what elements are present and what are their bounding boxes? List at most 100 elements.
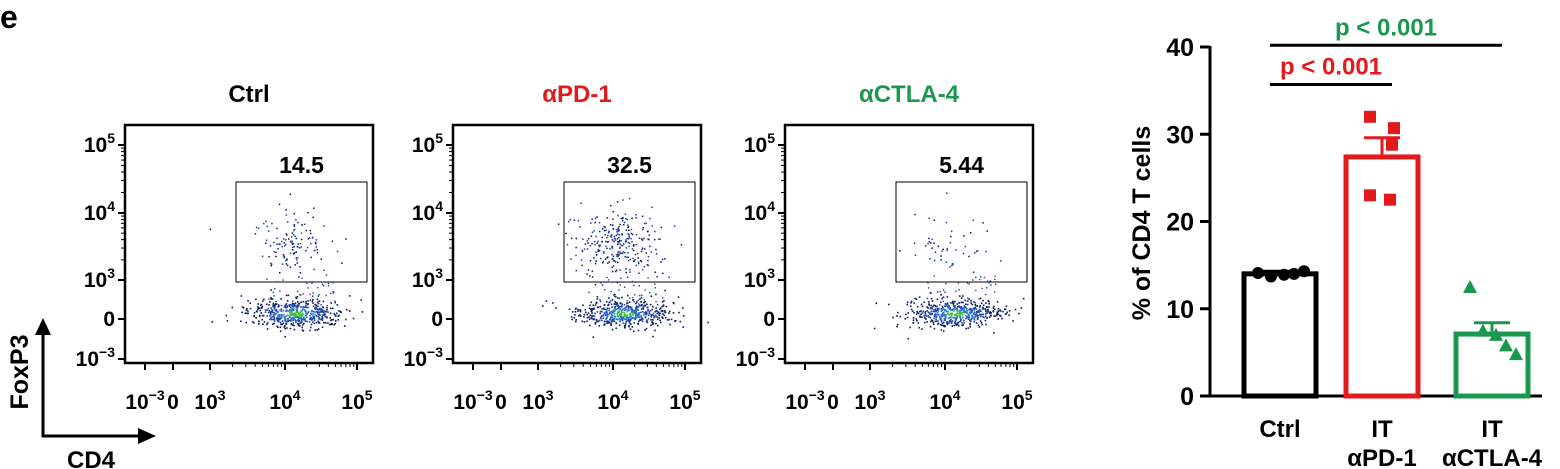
flow-dot (613, 303, 615, 305)
flow-dot (296, 245, 299, 248)
flow-dot (988, 303, 990, 305)
flow-dot (928, 301, 930, 303)
x-tick-label-base: 10 (194, 391, 217, 414)
flow-dot (568, 220, 570, 223)
flow-dot (934, 305, 937, 307)
flow-dot (306, 312, 308, 315)
flow-dot (955, 319, 957, 321)
flow-dot (913, 311, 915, 314)
flow-dot (593, 257, 595, 259)
flow-dot (283, 245, 286, 247)
flow-dot (660, 310, 663, 312)
flow-dot (950, 235, 952, 238)
flow-dot (299, 293, 301, 296)
flow-dot (330, 307, 332, 310)
flow-dot (274, 303, 277, 305)
flow-dot (930, 292, 932, 294)
flow-dot (946, 296, 949, 298)
flow-dot (338, 314, 340, 317)
flow-dot (622, 311, 625, 314)
flow-dot (646, 230, 649, 233)
flow-dot (298, 322, 301, 325)
flow-dot (936, 320, 939, 322)
flow-dot (581, 264, 583, 267)
flow-dot (590, 235, 593, 237)
x-tick-label-base: 10 (453, 391, 476, 414)
flow-dot (661, 310, 664, 313)
flow-dot (643, 312, 645, 314)
flow-dot (621, 220, 624, 222)
flow-dot (628, 322, 631, 324)
flow-dot (307, 287, 309, 289)
flow-dot (661, 258, 664, 261)
flow-dot (255, 317, 257, 319)
flow-dot (979, 320, 982, 322)
flow-dot (306, 303, 309, 306)
flow-dot (940, 255, 942, 257)
x-tick-label: 103 (194, 387, 225, 414)
flow-dot (281, 323, 284, 326)
y-tick-label: 10−3 (736, 344, 776, 371)
flow-dot (293, 229, 295, 232)
flow-dot (604, 313, 607, 315)
flow-dot (270, 264, 272, 267)
flow-dot (984, 310, 987, 313)
flow-dot (943, 289, 945, 291)
flow-dot (616, 231, 618, 233)
flow-dot (302, 306, 304, 308)
flow-dot (969, 312, 971, 315)
flow-dot (309, 293, 311, 296)
flow-dot (300, 232, 303, 234)
flow-dot (656, 310, 659, 313)
flow-dot (594, 262, 597, 265)
flow-dot (951, 263, 954, 265)
flow-dot (907, 312, 910, 314)
flow-dot (915, 318, 918, 320)
flow-dot (645, 252, 647, 254)
x-tick-label: 10−3 (785, 387, 825, 414)
flow-dot (640, 250, 643, 253)
flow-dot (618, 314, 621, 317)
flow-dot (246, 308, 248, 310)
flow-dot (920, 310, 922, 312)
flow-dot (644, 311, 647, 313)
flow-dot (949, 319, 952, 322)
flow-dot (594, 217, 597, 219)
flow-dot (291, 314, 294, 316)
flow-dot (658, 313, 661, 315)
flow-dot (603, 226, 605, 228)
flow-dot (295, 257, 298, 259)
flow-dot (652, 312, 655, 315)
flow-dot (654, 329, 656, 332)
flow-dot (296, 257, 299, 259)
flow-dot (276, 320, 279, 322)
flow-dot (600, 310, 603, 313)
flow-dot (617, 233, 619, 235)
flow-dot (629, 319, 632, 322)
flow-dot (632, 245, 635, 247)
flow-dot (970, 299, 972, 302)
flow-dot (596, 216, 598, 218)
y-tick-label-exp: 5 (435, 130, 443, 146)
flow-dot (321, 317, 324, 319)
flow-dot (973, 319, 976, 321)
flow-dot (975, 308, 978, 310)
flow-dot (268, 304, 270, 306)
flow-dot (614, 308, 616, 311)
flow-dot (669, 310, 671, 313)
flow-dot (982, 304, 985, 307)
flow-dot (579, 226, 581, 228)
flow-dot (316, 301, 319, 303)
flow-dot (594, 283, 597, 286)
flow-dot (607, 262, 609, 264)
flow-dot (575, 319, 577, 321)
flow-dot (247, 300, 249, 302)
data-point (1265, 270, 1277, 283)
flow-dot (606, 217, 608, 219)
flow-dot (632, 314, 635, 316)
flow-dot (612, 258, 614, 260)
category-label-line1: Ctrl (1259, 416, 1300, 443)
flow-dot (1004, 308, 1007, 311)
